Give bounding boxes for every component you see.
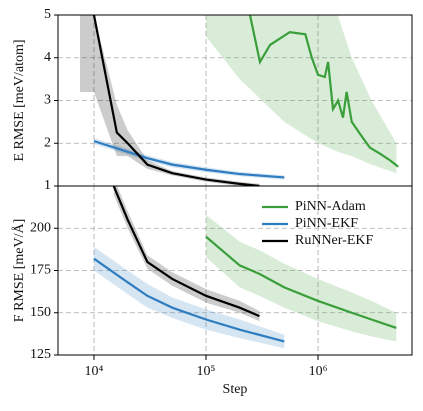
series-line xyxy=(112,186,260,318)
y-tick-label: 3 xyxy=(44,93,51,108)
error-band xyxy=(79,15,260,186)
frame xyxy=(57,185,413,356)
legend-label: RuNNer-EKF xyxy=(295,233,373,248)
y-tick-label: 4 xyxy=(44,50,51,65)
y-tick-label: 150 xyxy=(30,305,51,320)
y-tick-label: 5 xyxy=(44,7,51,22)
x-tick-label: 10⁴ xyxy=(85,364,104,379)
y-tick-label: 125 xyxy=(30,347,51,362)
series-line xyxy=(93,257,285,343)
error-band xyxy=(205,214,397,342)
error-band xyxy=(93,246,285,349)
x-tick-label: 10⁵ xyxy=(197,364,216,379)
legend-label: PiNN-Adam xyxy=(295,199,366,214)
legend-label: PiNN-EKF xyxy=(295,216,358,231)
series-line xyxy=(92,15,260,186)
series-line xyxy=(248,15,399,168)
y-tick-label: 175 xyxy=(30,263,51,278)
y-axis-label: E RMSE [meV/atom] xyxy=(12,39,27,161)
error-band xyxy=(205,15,397,174)
plot-area xyxy=(93,186,397,349)
plot-area xyxy=(79,15,399,186)
series-line xyxy=(205,235,397,330)
series-line xyxy=(93,140,285,179)
x-tick-label: 10⁶ xyxy=(309,364,328,379)
y-tick-label: 200 xyxy=(30,220,51,235)
y-axis-label: F RMSE [meV/Å] xyxy=(11,219,27,322)
y-tick-label: 2 xyxy=(44,135,51,150)
x-axis-label: Step xyxy=(223,382,248,397)
y-tick-label: 1 xyxy=(44,178,51,193)
